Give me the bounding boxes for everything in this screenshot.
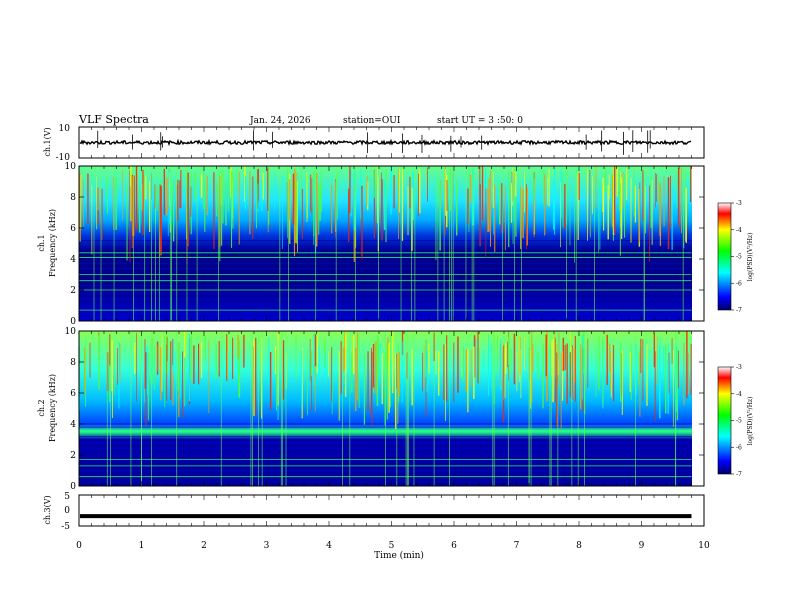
- ch1-waveform-panel: 10 -10 ch.1(V): [43, 124, 705, 163]
- x-tick-label: 2: [201, 541, 207, 551]
- colorbar-tick-label: -7: [736, 471, 742, 478]
- colorbar-tick-label: -4: [736, 227, 742, 234]
- y-tick-label: 2: [70, 451, 76, 461]
- x-tick-label: 1: [139, 541, 145, 551]
- ch1-spectrogram-ylabel-channel: ch.1: [37, 234, 46, 251]
- x-tick-label: 7: [514, 541, 520, 551]
- y-tick-label: 10: [65, 162, 77, 172]
- ch2-colorbar: [717, 366, 732, 475]
- x-tick-label: 5: [389, 541, 395, 551]
- x-tick-label: 10: [698, 541, 710, 551]
- y-tick-label: 8: [70, 193, 76, 203]
- x-tick-label: 8: [576, 541, 582, 551]
- x-tick-label: 6: [451, 541, 457, 551]
- colorbar-tick-label: -5: [736, 418, 742, 425]
- y-tick-label: 4: [70, 420, 76, 430]
- ch1-colorbar-ticks: -3 -4 -5 -6 -7: [731, 200, 742, 314]
- ch1-spectrogram-yticks: 0 2 4 6 8 10: [65, 162, 704, 327]
- header-station: station=OUI: [343, 116, 401, 126]
- ch2-spectrogram-yticks: 0 2 4 6 8 10: [65, 327, 704, 492]
- y-tick-label: 0: [70, 317, 76, 327]
- x-axis-ticks: [78, 127, 705, 526]
- colorbar-tick-label: -5: [736, 254, 742, 261]
- ch2-spectrogram-ylabel-frequency: Frequency (kHz): [48, 374, 57, 442]
- colorbar-tick-label: -7: [736, 307, 742, 314]
- x-tick-label: 9: [639, 541, 645, 551]
- ch1-spectrogram-cells: [79, 166, 692, 321]
- x-tick-label: 0: [76, 541, 82, 551]
- ch1-waveform-ylabel: ch.1(V): [43, 127, 52, 156]
- ch1-colorbar: [717, 202, 732, 311]
- figure-title: VLF Spectra: [78, 113, 149, 126]
- x-axis-label: Time (min): [374, 550, 424, 561]
- y-tick-label: 6: [70, 389, 76, 399]
- ch1-ytick-top: 10: [59, 124, 71, 134]
- ch3-waveform-panel: 5 0 -5 ch.3(V): [43, 492, 705, 532]
- x-tick-label: 3: [264, 541, 270, 551]
- ch3-waveform-ylabel: ch.3(V): [43, 495, 52, 524]
- ch1-waveform-trace: [79, 130, 692, 155]
- y-tick-label: 10: [65, 327, 77, 337]
- y-tick-label: 0: [70, 482, 76, 492]
- colorbar-tick-label: -3: [736, 200, 742, 207]
- colorbar-tick-label: -3: [736, 364, 742, 371]
- y-tick-label: 4: [70, 255, 76, 265]
- ch3-ytick-top: 5: [64, 492, 70, 502]
- header-start-time: start UT = 3 :50: 0: [437, 116, 523, 126]
- ch1-colorbar-label: log(PSD)(V²/Hz): [747, 233, 754, 282]
- colorbar-tick-label: -6: [736, 280, 742, 287]
- ch3-ytick-bottom: -5: [61, 522, 70, 532]
- header-date: Jan. 24, 2026: [249, 116, 311, 126]
- ch2-spectrogram-ylabel-channel: ch.2: [37, 399, 46, 416]
- ch2-colorbar-ticks: -3 -4 -5 -6 -7: [731, 364, 742, 478]
- ch3-ytick-middle: 0: [64, 506, 70, 516]
- y-tick-label: 2: [70, 286, 76, 296]
- y-tick-label: 6: [70, 224, 76, 234]
- x-axis-tick-labels: 0 1 2 3 4 5 6 7 8 9 10: [76, 541, 710, 551]
- colorbar-tick-label: -4: [736, 391, 742, 398]
- y-tick-label: 8: [70, 358, 76, 368]
- ch2-spectrogram-cells: [78, 331, 692, 486]
- colorbar-tick-label: -6: [736, 444, 742, 451]
- ch1-spectrogram-ylabel-frequency: Frequency (kHz): [48, 209, 57, 277]
- ch2-colorbar-label: log(PSD)(V²/Hz): [747, 397, 754, 446]
- x-tick-label: 4: [326, 541, 332, 551]
- ch1-waveform-line: [79, 138, 692, 147]
- ch1-ytick-bottom: -10: [56, 153, 71, 163]
